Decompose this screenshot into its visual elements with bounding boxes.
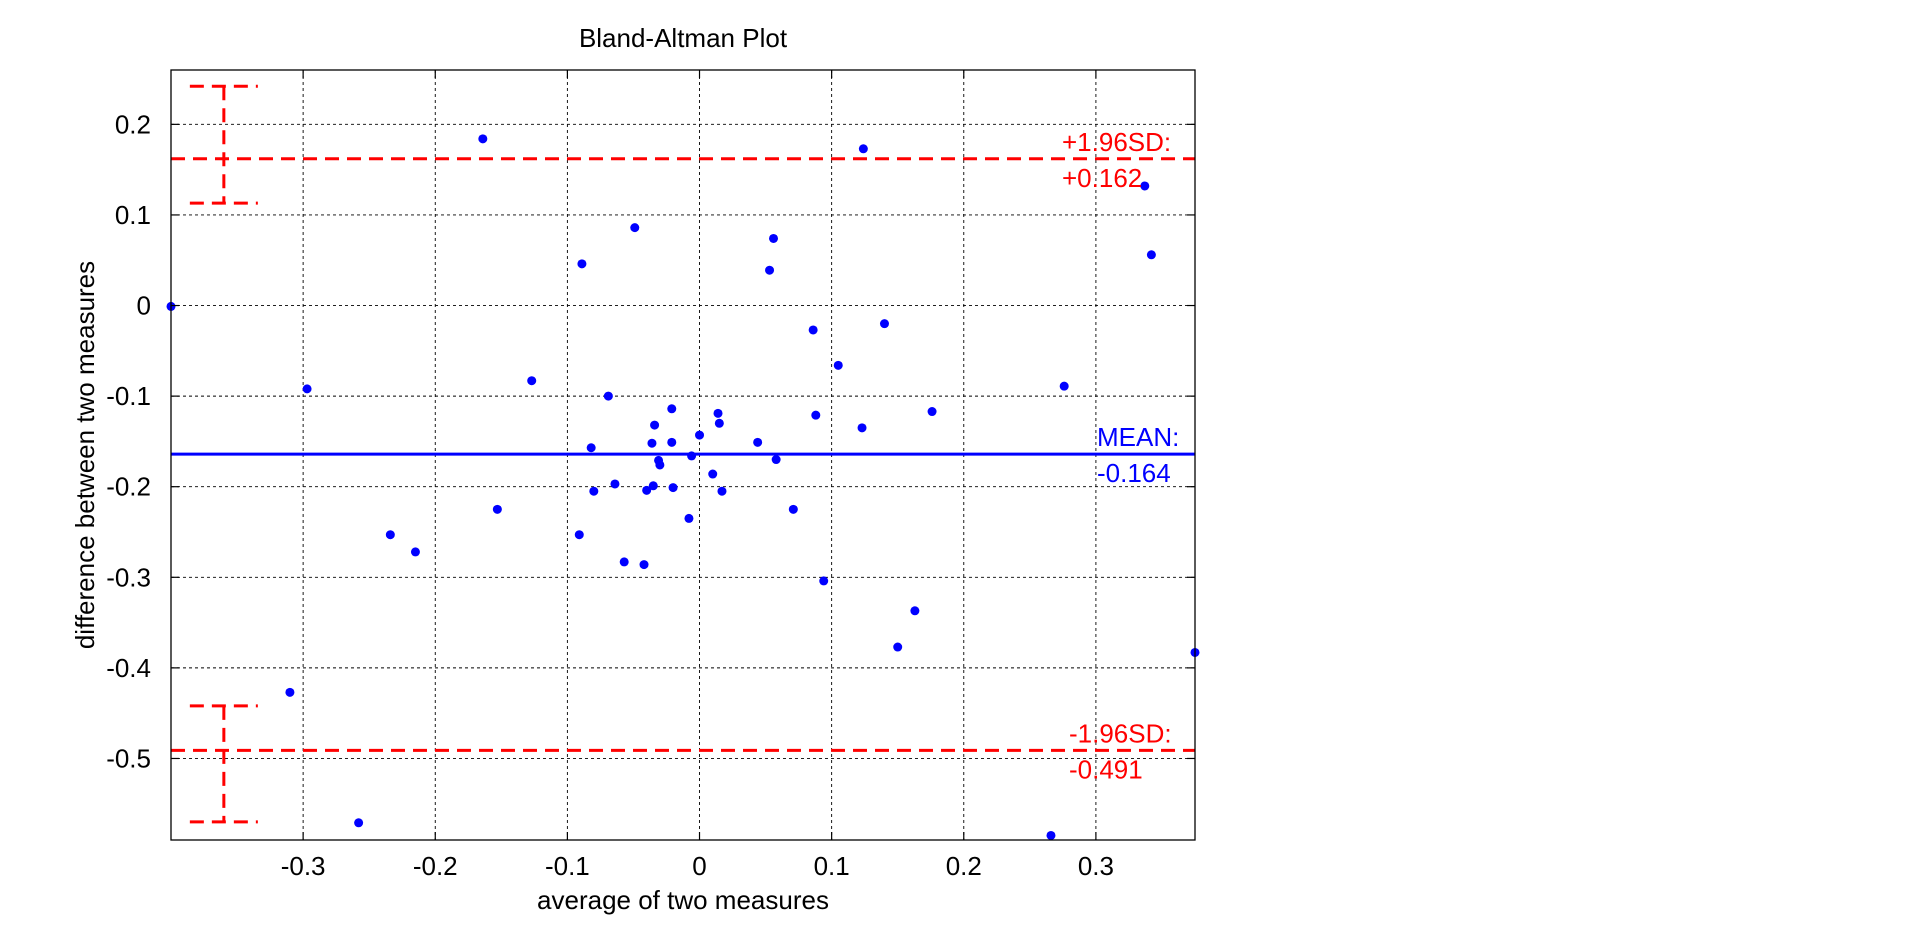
x-tick-label: -0.2 [413,851,458,881]
data-point [667,404,677,414]
data-point [808,325,818,335]
data-point [819,576,829,586]
data-point [650,420,660,430]
data-point [589,486,599,496]
data-point [714,418,724,428]
y-tick-label: 0.1 [115,200,151,230]
data-point [879,319,889,329]
data-point [769,233,779,243]
data-point [668,483,678,493]
data-point [910,606,920,616]
data-point [1046,830,1056,840]
data-point [527,376,537,386]
data-point [619,557,629,567]
data-point [1140,181,1150,191]
data-point [1059,381,1069,391]
data-point [1146,250,1156,260]
y-tick-label: -0.4 [106,653,151,683]
x-axis-label: average of two measures [537,885,829,915]
data-point [858,144,868,154]
lower-limit-label-line1: -1.96SD: [1069,718,1172,748]
data-point [927,407,937,417]
x-tick-label: -0.3 [281,851,326,881]
data-point [833,360,843,370]
data-point [695,430,705,440]
data-point [788,504,798,514]
x-tick-label: 0.3 [1078,851,1114,881]
x-tick-label: 0.2 [946,851,982,881]
data-points [166,134,1200,840]
data-point [478,134,488,144]
data-point [667,437,677,447]
chart-title: Bland-Altman Plot [579,23,788,53]
plot-frame [170,69,1196,841]
mean-label-line1: MEAN: [1097,422,1179,452]
data-point [639,560,649,570]
data-point [577,259,587,269]
data-point [610,479,620,489]
data-point [708,469,718,479]
data-point [771,455,781,465]
y-tick-label: -0.3 [106,562,151,592]
x-tick-label: 0.1 [814,851,850,881]
data-point [642,485,652,495]
data-point [586,443,596,453]
data-point [717,486,727,496]
y-tick-label: -0.1 [106,381,151,411]
upper-limit-label-line1: +1.96SD: [1062,127,1171,157]
y-axis-label: difference between two measures [70,261,100,649]
data-point [385,530,395,540]
limit-lines [171,84,1195,824]
limit-labels: +1.96SD: +0.162 -1.96SD: -0.491 MEAN: -0.164 [1062,127,1179,785]
data-point [574,530,584,540]
data-point [647,438,657,448]
data-point [655,460,665,470]
data-point [648,481,658,491]
axis-ticks: -0.3 -0.2 -0.1 0 0.1 0.2 0.3 0.2 0.1 0 -0.1 -0.2 -0.… [106,70,1195,881]
x-tick-label: -0.1 [545,851,590,881]
data-point [753,437,763,447]
lower-limit-label-line2: -0.491 [1069,754,1143,784]
data-point [811,410,821,420]
data-point [285,687,295,697]
data-point [302,384,312,394]
data-point [687,451,697,461]
data-point [713,408,723,418]
y-tick-label: 0.2 [115,109,151,139]
x-tick-label: 0 [692,851,706,881]
data-point [354,818,364,828]
data-point [857,423,867,433]
data-point [492,504,502,514]
data-point [410,547,420,557]
data-point [893,642,903,652]
y-tick-label: -0.5 [106,743,151,773]
mean-label-line2: -0.164 [1097,458,1171,488]
y-tick-label: -0.2 [106,472,151,502]
data-point [765,265,775,275]
data-point [630,223,640,233]
y-tick-label: 0 [137,291,151,321]
upper-limit-label-line2: +0.162 [1062,163,1142,193]
data-point [603,391,613,401]
data-point [684,513,694,523]
